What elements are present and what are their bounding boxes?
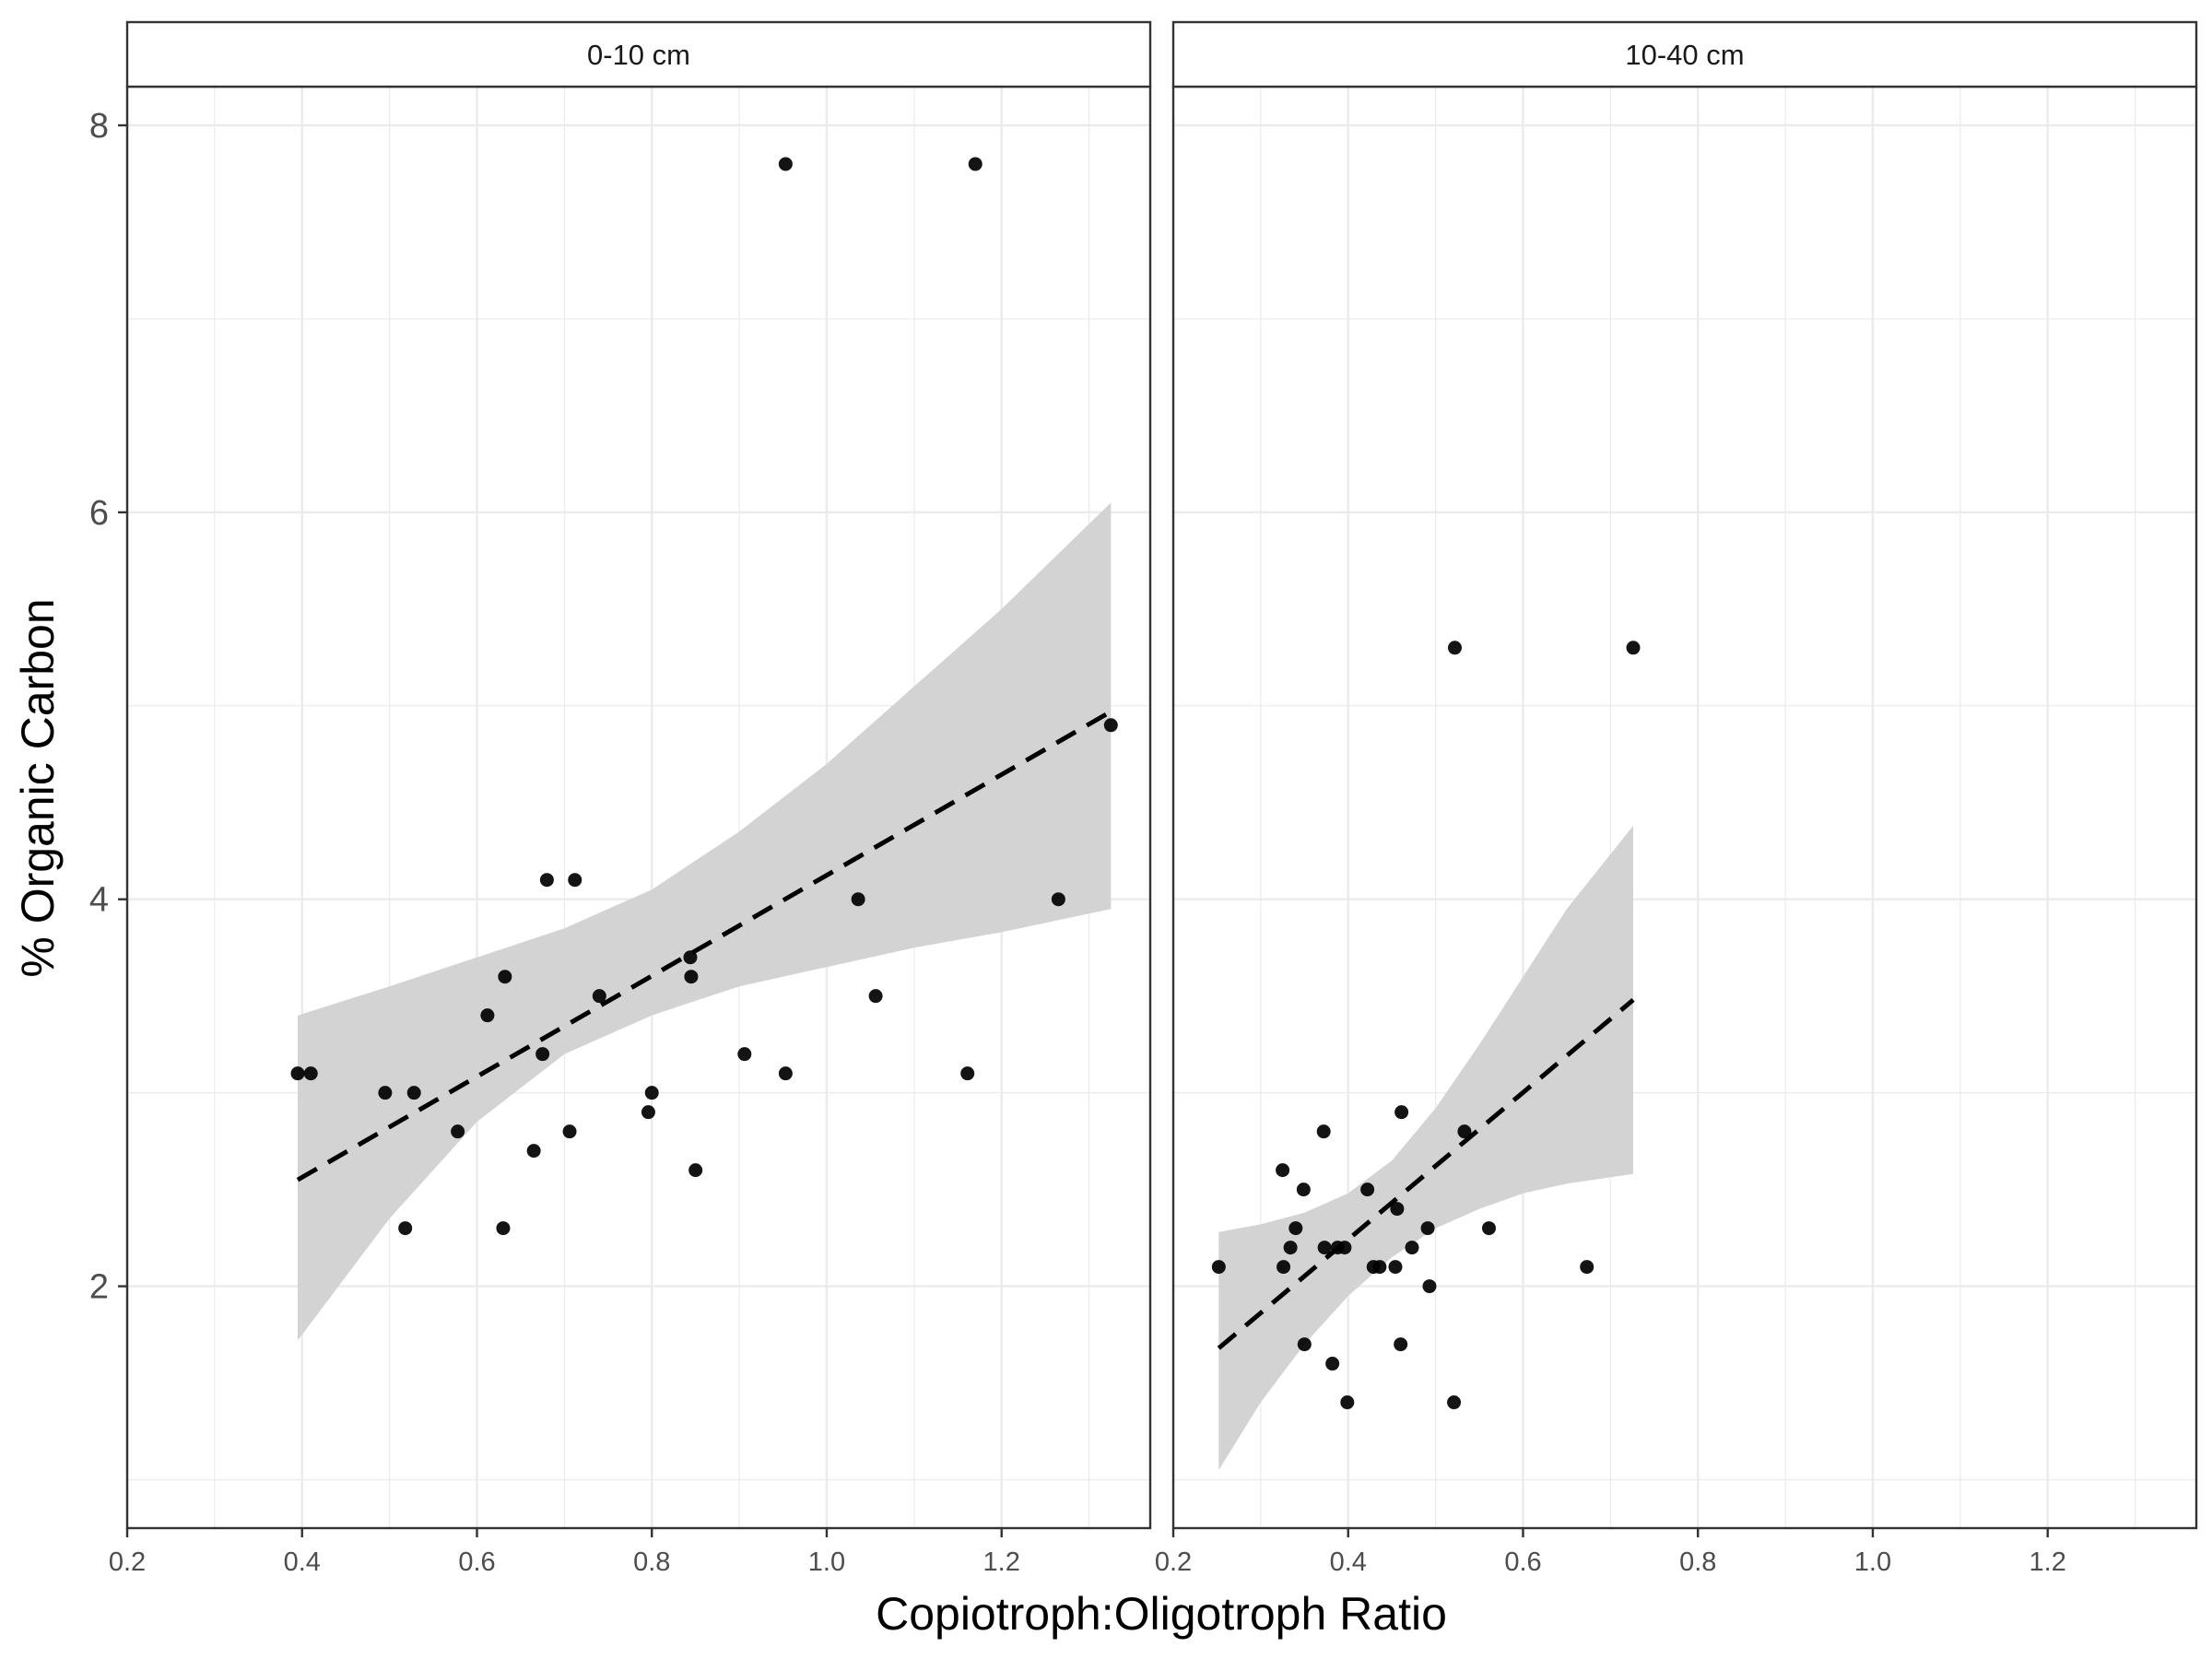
data-point — [406, 1086, 421, 1100]
regression-line — [296, 709, 1112, 1182]
data-point — [868, 989, 883, 1004]
data-point — [1447, 641, 1462, 655]
data-point — [1447, 1395, 1462, 1410]
data-point — [1457, 1124, 1472, 1139]
data-point — [1390, 1202, 1405, 1217]
data-point — [1360, 1182, 1375, 1197]
facet-strip — [125, 20, 1152, 88]
data-point — [778, 157, 793, 171]
facets: 0-10 cm 0.2 0.4 0.6 0.8 1.0 1.2 2 4 6 8 10-40 cm 0.2… — [89, 20, 2198, 1577]
data-point — [1337, 1241, 1352, 1255]
y-tick-label: 6 — [89, 494, 109, 533]
x-axis-title: Copiotroph:Oligotroph Ratio — [876, 1588, 1447, 1640]
x-tick-label: 0.8 — [1679, 1547, 1716, 1577]
data-point — [535, 1047, 550, 1062]
x-tick-label: 1.2 — [983, 1547, 1020, 1577]
data-point — [960, 1066, 975, 1081]
x-tick-label: 0.6 — [458, 1547, 495, 1577]
data-point — [641, 1105, 655, 1120]
data-point — [539, 873, 554, 888]
data-point — [1296, 1182, 1311, 1197]
data-point — [1325, 1357, 1340, 1371]
y-tick-label: 2 — [89, 1268, 109, 1307]
data-point — [1211, 1260, 1226, 1275]
regression-line — [1217, 997, 1635, 1350]
facet-strip-label: 10-40 cm — [1625, 39, 1744, 71]
data-point — [737, 1047, 752, 1062]
data-point — [1580, 1260, 1594, 1275]
data-point — [1481, 1221, 1496, 1236]
data-point — [398, 1221, 413, 1236]
data-point — [1051, 892, 1065, 907]
x-tick-label: 0.8 — [633, 1547, 670, 1577]
data-point — [526, 1144, 541, 1159]
x-tick-label: 0.6 — [1504, 1547, 1541, 1577]
x-tick-label: 0.4 — [1330, 1547, 1367, 1577]
facet-panel-2: 10-40 cm 0.2 0.4 0.6 0.8 1.0 1.2 — [1155, 20, 2198, 1577]
data-point — [688, 1163, 703, 1178]
facet-strip — [1171, 20, 2198, 88]
data-point — [684, 970, 699, 984]
data-point — [451, 1124, 465, 1139]
data-point — [496, 1221, 511, 1236]
data-point — [1103, 718, 1118, 733]
data-point — [1340, 1395, 1355, 1410]
data-point — [644, 1086, 659, 1100]
data-point — [592, 989, 606, 1004]
y-axis-title: % Organic Carbon — [12, 598, 64, 977]
data-point — [683, 950, 698, 965]
data-point — [378, 1086, 393, 1100]
data-point — [1317, 1241, 1332, 1255]
y-tick-label: 8 — [89, 107, 109, 146]
data-point — [1422, 1279, 1437, 1294]
confidence-band — [1218, 825, 1633, 1470]
data-point — [1405, 1241, 1419, 1255]
data-point — [1316, 1124, 1331, 1139]
data-point — [290, 1066, 305, 1081]
data-point — [1372, 1260, 1387, 1275]
data-point — [1420, 1221, 1435, 1236]
data-point — [778, 1066, 793, 1081]
data-point — [498, 970, 512, 984]
y-tick-label: 4 — [89, 881, 109, 920]
data-point — [1283, 1241, 1298, 1255]
x-tick-label: 1.0 — [808, 1547, 845, 1577]
data-point — [1297, 1337, 1312, 1352]
facet-panel-1: 0-10 cm 0.2 0.4 0.6 0.8 1.0 1.2 2 4 6 8 — [89, 20, 1152, 1577]
data-point — [1277, 1260, 1291, 1275]
data-point — [562, 1124, 577, 1139]
data-point — [1626, 641, 1641, 655]
facet-strip-label: 0-10 cm — [587, 39, 690, 71]
data-point — [568, 873, 582, 888]
x-tick-label: 1.2 — [2030, 1547, 2066, 1577]
data-point — [1276, 1163, 1290, 1178]
data-point — [1394, 1105, 1409, 1120]
x-tick-label: 0.4 — [284, 1547, 321, 1577]
x-tick-label: 1.0 — [1854, 1547, 1891, 1577]
data-point — [968, 157, 982, 171]
data-point — [303, 1066, 318, 1081]
x-tick-label: 0.2 — [1155, 1547, 1192, 1577]
x-tick-label: 0.2 — [109, 1547, 146, 1577]
data-point — [1388, 1260, 1403, 1275]
data-point — [1288, 1221, 1303, 1236]
data-point — [851, 892, 865, 907]
data-point — [1394, 1337, 1408, 1352]
confidence-band — [298, 502, 1112, 1341]
data-point — [480, 1008, 495, 1023]
